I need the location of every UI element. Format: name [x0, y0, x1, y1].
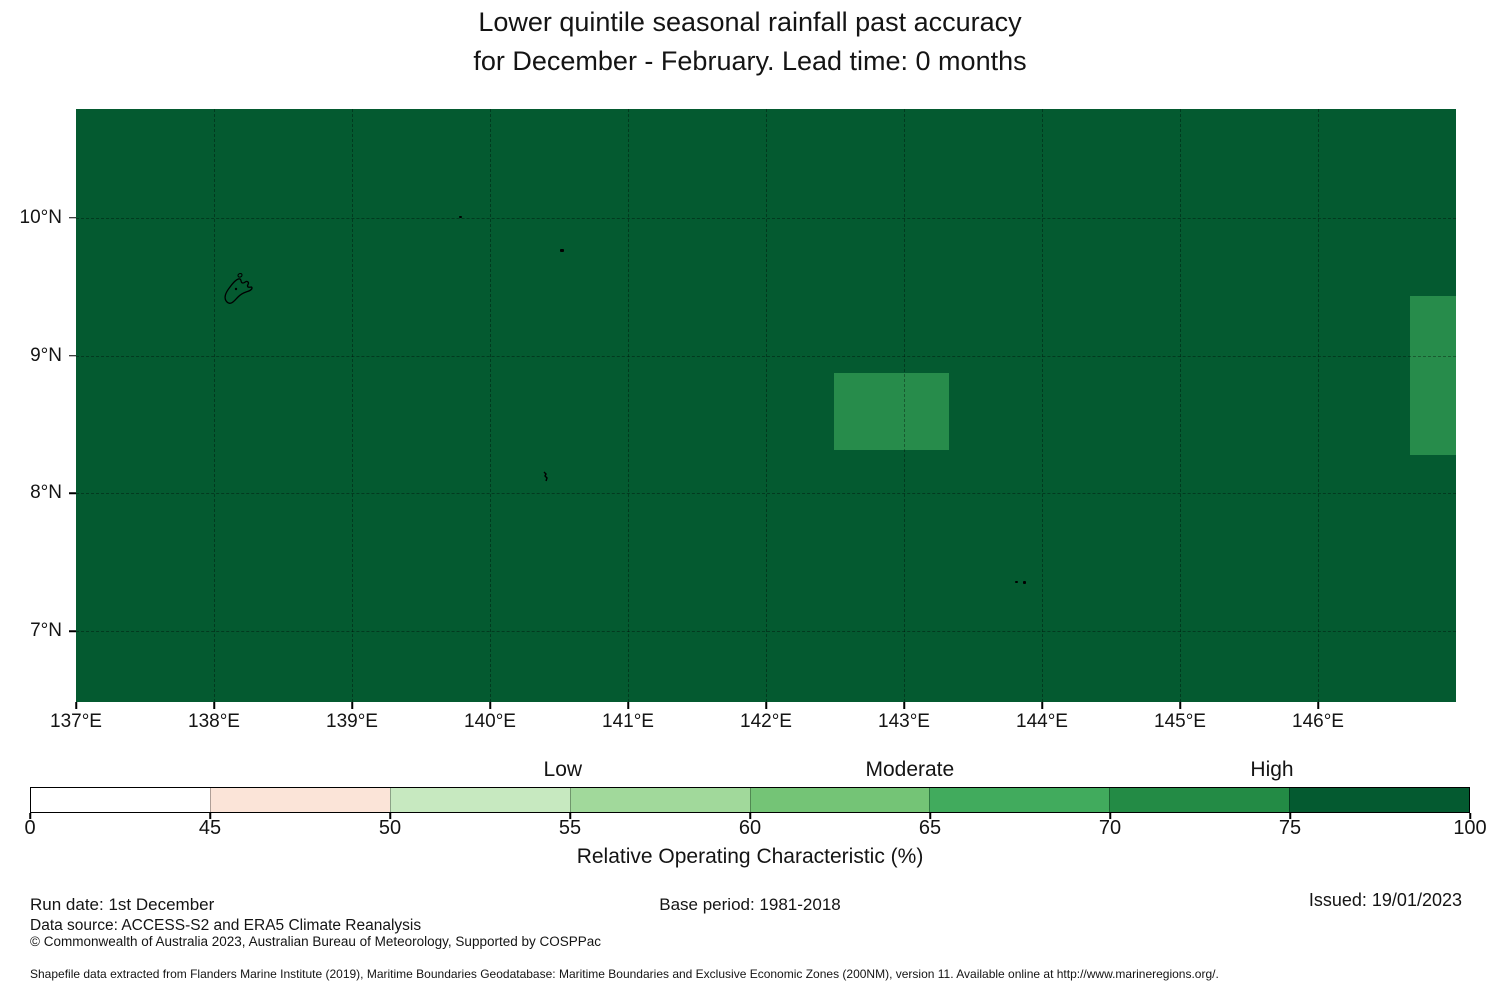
x-tick-label: 137°E	[50, 711, 102, 732]
colorbar-tick-mark	[1469, 813, 1471, 819]
colorbar-tick-mark	[749, 813, 751, 819]
colorbar-tick-label: 45	[198, 817, 222, 839]
colorbar-tick-label: 0	[24, 817, 36, 839]
island-marker-3	[1015, 581, 1018, 583]
issued-date-text: Issued: 19/01/2023	[1308, 890, 1462, 910]
colorbar-segment-70-75	[1109, 788, 1290, 812]
chart-title-line2: for December - February. Lead time: 0 mo…	[473, 46, 1027, 76]
colorbar-tick-mark	[1289, 813, 1291, 819]
x-tick-mark	[903, 702, 905, 709]
colorbar-axis-label: Relative Operating Characteristic (%)	[576, 845, 924, 868]
base-period-text: Base period: 1981-2018	[659, 895, 841, 914]
x-tick-mark	[489, 702, 491, 709]
y-tick-label: 7°N	[30, 620, 62, 642]
x-tick-label: 140°E	[464, 711, 516, 732]
colorbar-segment-55-60	[569, 788, 750, 812]
colorbar	[30, 787, 1470, 813]
colorbar-segment-75-100	[1289, 788, 1469, 812]
y-tick-mark	[69, 630, 76, 632]
colorbar-segment-60-65	[749, 788, 930, 812]
chart-title-line1: Lower quintile seasonal rainfall past ac…	[478, 7, 1022, 37]
yap-island-outline	[224, 278, 253, 304]
data-source-text: Data source: ACCESS-S2 and ERA5 Climate …	[30, 917, 422, 934]
y-tick-mark	[69, 217, 76, 219]
y-tick-mark	[69, 492, 76, 494]
island-outlines-svg	[224, 273, 548, 482]
colorbar-tick-mark	[29, 813, 31, 819]
colorbar-tick-mark	[1109, 813, 1111, 819]
y-tick-mark	[69, 355, 76, 357]
colorbar-segment-50-55	[389, 788, 570, 812]
colorbar-tick-label: 70	[1098, 817, 1122, 839]
yap-inner-dot	[234, 287, 238, 291]
run-date-text: Run date: 1st December	[30, 895, 215, 914]
x-tick-label: 145°E	[1154, 711, 1206, 732]
x-tick-label: 141°E	[602, 711, 654, 732]
y-tick-label: 9°N	[30, 344, 62, 366]
island-marker-2	[560, 249, 564, 252]
colorbar-tick-mark	[929, 813, 931, 819]
x-tick-mark	[1317, 702, 1319, 709]
colorbar-segment-0-45	[31, 788, 210, 812]
y-tick-label: 10°N	[19, 206, 62, 228]
x-tick-label: 143°E	[878, 711, 930, 732]
x-tick-label: 144°E	[1016, 711, 1068, 732]
copyright-text: © Commonwealth of Australia 2023, Austra…	[30, 934, 602, 949]
roc-region-1	[834, 373, 949, 451]
shapefile-note-text: Shapefile data extracted from Flanders M…	[30, 967, 1219, 981]
x-tick-label: 146°E	[1292, 711, 1344, 732]
colorbar-tick-label: 65	[918, 817, 942, 839]
colorbar-tick-mark	[389, 813, 391, 819]
x-tick-mark	[627, 702, 629, 709]
sorol-atoll-outline	[543, 471, 548, 482]
x-tick-label: 138°E	[188, 711, 240, 732]
colorbar-zone-label-high: High	[1250, 758, 1294, 781]
colorbar-tick-label: 75	[1278, 817, 1302, 839]
colorbar-tick-label: 100	[1453, 817, 1487, 839]
chart-title: Lower quintile seasonal rainfall past ac…	[0, 3, 1500, 81]
y-tick-label: 8°N	[30, 482, 62, 504]
colorbar-zone-label-moderate: Moderate	[865, 758, 955, 781]
x-tick-mark	[351, 702, 353, 709]
colorbar-zone-label-low: Low	[543, 758, 583, 781]
x-tick-mark	[1179, 702, 1181, 709]
x-tick-mark	[1041, 702, 1043, 709]
colorbar-segment-45-50	[209, 788, 390, 812]
map-area	[76, 109, 1456, 702]
island-marker-1	[459, 216, 462, 218]
x-tick-mark	[765, 702, 767, 709]
x-tick-label: 139°E	[326, 711, 378, 732]
x-tick-mark	[75, 702, 77, 709]
colorbar-tick-label: 55	[558, 817, 582, 839]
x-tick-label: 142°E	[740, 711, 792, 732]
colorbar-tick-label: 50	[378, 817, 402, 839]
colorbar-tick-mark	[209, 813, 211, 819]
island-marker-4	[1023, 581, 1026, 584]
colorbar-tick-label: 60	[738, 817, 762, 839]
yap-islet-outline	[237, 273, 243, 278]
colorbar-segment-65-70	[929, 788, 1110, 812]
colorbar-tick-mark	[569, 813, 571, 819]
roc-region-2	[1410, 295, 1456, 455]
x-tick-mark	[213, 702, 215, 709]
